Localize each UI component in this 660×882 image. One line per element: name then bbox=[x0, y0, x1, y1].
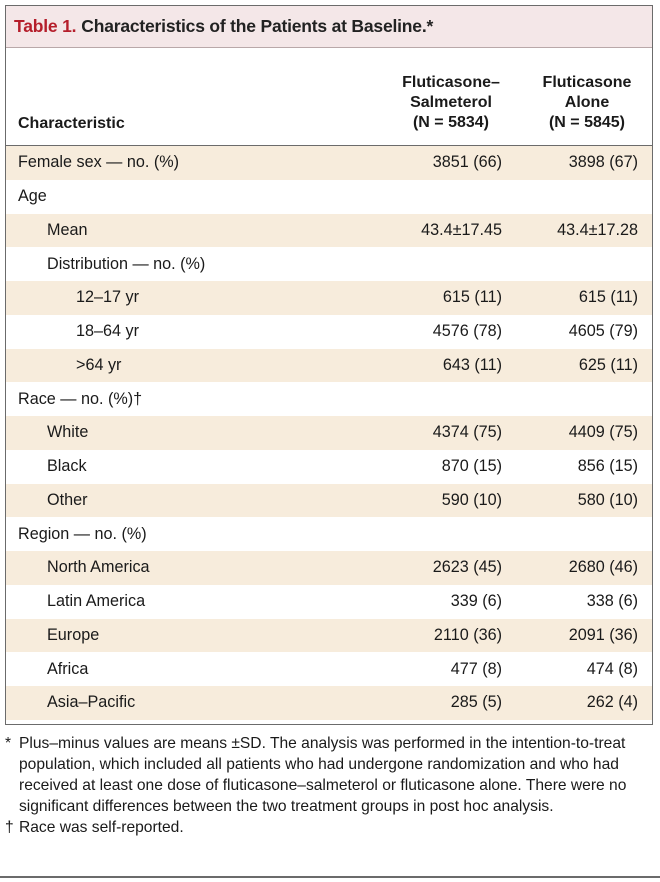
table-row: White 4374 (75) 4409 (75) bbox=[6, 416, 652, 450]
row-label: >64 yr bbox=[76, 355, 122, 374]
column-header-line: Fluticasone– bbox=[402, 74, 500, 91]
table-row: Other 590 (10) 580 (10) bbox=[6, 483, 652, 518]
table-row: >64 yr 643 (11) 625 (11) bbox=[6, 348, 652, 383]
cell-fluticasone-salmeterol: 870 (15) bbox=[441, 457, 502, 476]
column-header-fluticasone-salmeterol: Fluticasone– Salmeterol (N = 5834) bbox=[390, 73, 512, 133]
table-frame: Table 1. Characteristics of the Patients… bbox=[5, 5, 653, 725]
cell-fluticasone-alone: 625 (11) bbox=[578, 355, 638, 374]
cell-fluticasone-salmeterol: 339 (6) bbox=[450, 592, 502, 611]
row-label: 12–17 yr bbox=[76, 288, 139, 307]
cell-fluticasone-salmeterol: 2110 (36) bbox=[433, 625, 502, 644]
row-label: White bbox=[47, 423, 89, 442]
row-label: Other bbox=[47, 490, 88, 509]
footnote-text: Plus–minus values are means ±SD. The ana… bbox=[19, 735, 627, 815]
table-title: Characteristics of the Patients at Basel… bbox=[81, 16, 434, 36]
table-row: Female sex — no. (%) 3851 (66) 3898 (67) bbox=[6, 146, 652, 180]
footnote-dagger: † Race was self-reported. bbox=[5, 817, 645, 838]
footnote-symbol: * bbox=[5, 735, 12, 752]
column-header-n: (N = 5845) bbox=[548, 114, 626, 131]
table-row: Mean 43.4±17.45 43.4±17.28 bbox=[6, 213, 652, 248]
cell-fluticasone-salmeterol: 4576 (78) bbox=[432, 322, 502, 341]
column-header-line: Salmeterol bbox=[410, 94, 492, 111]
table-title-bar: Table 1. Characteristics of the Patients… bbox=[6, 6, 652, 48]
table-row: North America 2623 (45) 2680 (46) bbox=[6, 551, 652, 585]
cell-fluticasone-alone: 474 (8) bbox=[586, 659, 638, 678]
table-row: Latin America 339 (6) 338 (6) bbox=[6, 585, 652, 619]
cell-fluticasone-alone: 4605 (79) bbox=[568, 322, 638, 341]
column-header-line: Alone bbox=[564, 94, 610, 111]
cell-fluticasone-alone: 3898 (67) bbox=[568, 153, 638, 172]
table-row: 12–17 yr 615 (11) 615 (11) bbox=[6, 281, 652, 315]
footnote-symbol: † bbox=[5, 819, 14, 836]
cell-fluticasone-alone: 338 (6) bbox=[586, 592, 638, 611]
row-label: Europe bbox=[47, 625, 100, 644]
table-header: Characteristic Fluticasone– Salmeterol (… bbox=[6, 48, 652, 146]
table-row: Black 870 (15) 856 (15) bbox=[6, 450, 652, 484]
column-header-fluticasone-alone: Fluticasone Alone (N = 5845) bbox=[526, 73, 648, 133]
row-label: Africa bbox=[47, 659, 89, 678]
row-label: Region — no. (%) bbox=[18, 524, 147, 543]
cell-fluticasone-alone: 856 (15) bbox=[577, 457, 638, 476]
footnotes: * Plus–minus values are means ±SD. The a… bbox=[5, 733, 645, 838]
cell-fluticasone-salmeterol: 643 (11) bbox=[442, 355, 502, 374]
row-label: Female sex — no. (%) bbox=[18, 153, 180, 172]
table-row: 18–64 yr 4576 (78) 4605 (79) bbox=[6, 315, 652, 349]
row-label: Latin America bbox=[47, 592, 146, 611]
row-label: 18–64 yr bbox=[76, 322, 139, 341]
table-row: Race — no. (%)† bbox=[6, 382, 652, 416]
table-row: Asia–Pacific 285 (5) 262 (4) bbox=[6, 686, 652, 720]
cell-fluticasone-alone: 615 (11) bbox=[578, 288, 638, 307]
cell-fluticasone-alone: 4409 (75) bbox=[568, 423, 638, 442]
cell-fluticasone-alone: 262 (4) bbox=[586, 693, 638, 712]
cell-fluticasone-salmeterol: 615 (11) bbox=[442, 288, 502, 307]
column-header-characteristic: Characteristic bbox=[18, 115, 125, 132]
table-number: Table 1. bbox=[14, 16, 77, 36]
table-row: Region — no. (%) bbox=[6, 517, 652, 551]
bottom-rule bbox=[0, 876, 660, 878]
table-row: Africa 477 (8) 474 (8) bbox=[6, 652, 652, 686]
cell-fluticasone-salmeterol: 590 (10) bbox=[441, 490, 502, 509]
row-label: Mean bbox=[47, 220, 88, 239]
row-label: Black bbox=[47, 457, 87, 476]
cell-fluticasone-alone: 580 (10) bbox=[577, 490, 638, 509]
row-label: Asia–Pacific bbox=[47, 693, 136, 712]
cell-fluticasone-salmeterol: 4374 (75) bbox=[432, 423, 502, 442]
row-label: Race — no. (%)† bbox=[18, 389, 143, 408]
cell-fluticasone-alone: 2091 (36) bbox=[568, 625, 638, 644]
table-row: Age bbox=[6, 180, 652, 214]
footnote-text: Race was self-reported. bbox=[19, 819, 184, 836]
cell-fluticasone-alone: 43.4±17.28 bbox=[557, 220, 638, 239]
row-label: Age bbox=[18, 187, 47, 206]
column-header-line: Fluticasone bbox=[542, 74, 632, 91]
cell-fluticasone-salmeterol: 43.4±17.45 bbox=[421, 220, 502, 239]
table-row: Distribution — no. (%) bbox=[6, 247, 652, 281]
cell-fluticasone-salmeterol: 285 (5) bbox=[450, 693, 502, 712]
footnote-star: * Plus–minus values are means ±SD. The a… bbox=[5, 733, 645, 817]
table-row: Europe 2110 (36) 2091 (36) bbox=[6, 618, 652, 653]
cell-fluticasone-salmeterol: 3851 (66) bbox=[432, 153, 502, 172]
cell-fluticasone-alone: 2680 (46) bbox=[568, 558, 638, 577]
row-label: Distribution — no. (%) bbox=[47, 254, 206, 273]
cell-fluticasone-salmeterol: 2623 (45) bbox=[432, 558, 502, 577]
cell-fluticasone-salmeterol: 477 (8) bbox=[450, 659, 502, 678]
row-label: North America bbox=[47, 558, 150, 577]
column-header-n: (N = 5834) bbox=[412, 114, 490, 131]
